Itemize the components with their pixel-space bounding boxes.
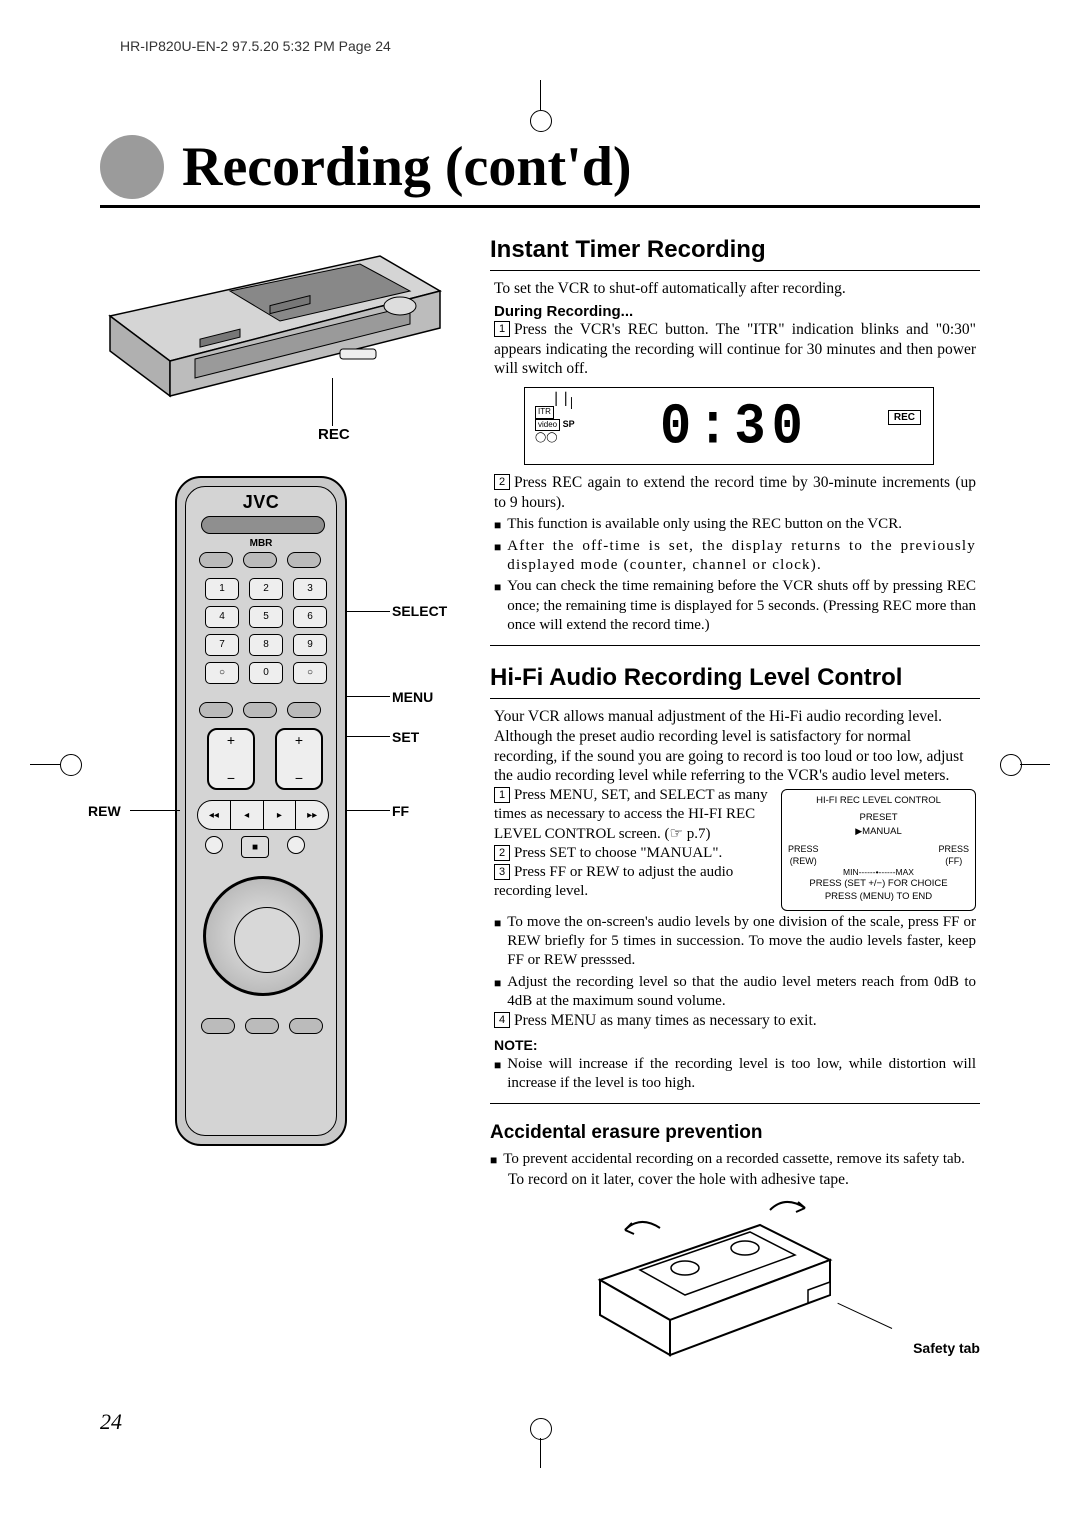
remote-brand: JVC	[177, 492, 345, 513]
display-rec-badge: REC	[888, 410, 921, 425]
remote-key: ○	[205, 662, 239, 684]
itr-bullet: ■This function is available only using t…	[494, 515, 976, 535]
transport-prev-icon: ◂	[231, 801, 264, 829]
section-hifi-title: Hi-Fi Audio Recording Level Control	[490, 664, 980, 692]
display-time: 0:30	[660, 395, 809, 460]
callout-rew: REW	[88, 803, 121, 819]
hifi-intro: Your VCR allows manual adjustment of the…	[494, 707, 976, 786]
itr-intro: To set the VCR to shut-off automatically…	[494, 279, 976, 299]
remote-key: 0	[249, 662, 283, 684]
vcr-illustration: REC	[100, 236, 450, 406]
transport-ff-icon: ▸▸	[296, 801, 328, 829]
remote-key: 9	[293, 634, 327, 656]
remote-key: ○	[293, 662, 327, 684]
title-bullet	[100, 135, 164, 199]
osd-screen: HI-FI REC LEVEL CONTROL PRESET ▶MANUAL P…	[781, 789, 976, 911]
section-erase-title: Accidental erasure prevention	[490, 1122, 980, 1144]
crop-mark	[540, 1438, 541, 1468]
vcr-display: ⎮ ⎮⎮ ITR video SP ◯◯ 0:30 REC	[524, 387, 934, 465]
callout-menu: MENU	[392, 689, 433, 705]
hifi-bullet: ■To move the on-screen's audio levels by…	[494, 913, 976, 971]
hifi-bullet: ■Adjust the recording level so that the …	[494, 973, 976, 1011]
hifi-step-4: 4Press MENU as many times as necessary t…	[494, 1011, 976, 1031]
remote-illustration: JVC MBR 1 2 3 4 5 6 7 8 9 ○	[100, 476, 460, 1156]
header-meta: HR-IP820U-EN-2 97.5.20 5:32 PM Page 24	[120, 38, 391, 54]
crop-mark	[540, 80, 541, 110]
remote-mbr-label: MBR	[177, 538, 345, 549]
crop-mark	[30, 764, 60, 765]
remote-key: 1	[205, 578, 239, 600]
safety-tab-label: Safety tab	[913, 1340, 980, 1356]
crop-mark	[1020, 764, 1050, 765]
page-title: Recording (cont'd)	[182, 135, 632, 199]
transport-rew-icon: ◂◂	[198, 801, 231, 829]
vcr-rec-label: REC	[318, 426, 350, 443]
itr-step-2: 2Press REC again to extend the record ti…	[494, 473, 976, 513]
itr-bullet: ■You can check the time remaining before…	[494, 577, 976, 635]
hifi-note: ■Noise will increase if the recording le…	[494, 1055, 976, 1093]
callout-ff: FF	[392, 803, 409, 819]
itr-step-1: 1Press the VCR's REC button. The "ITR" i…	[494, 320, 976, 379]
cassette-illustration: Safety tab	[490, 1190, 980, 1410]
itr-bullet: ■After the off-time is set, the display …	[494, 537, 976, 575]
remote-key: 5	[249, 606, 283, 628]
remote-key: 6	[293, 606, 327, 628]
remote-key: 2	[249, 578, 283, 600]
itr-during: During Recording...	[494, 303, 976, 320]
callout-select: SELECT	[392, 603, 447, 619]
note-label: NOTE:	[494, 1037, 976, 1053]
page-number: 24	[100, 1409, 122, 1435]
remote-key: 4	[205, 606, 239, 628]
section-itr-title: Instant Timer Recording	[490, 236, 980, 264]
remote-key: 8	[249, 634, 283, 656]
remote-key: 7	[205, 634, 239, 656]
remote-key: 3	[293, 578, 327, 600]
erase-bullet: ■To prevent accidental recording on a re…	[490, 1150, 980, 1170]
erase-line2: To record on it later, cover the hole wi…	[508, 1170, 980, 1190]
callout-set: SET	[392, 729, 419, 745]
transport-play-icon: ▸	[264, 801, 297, 829]
